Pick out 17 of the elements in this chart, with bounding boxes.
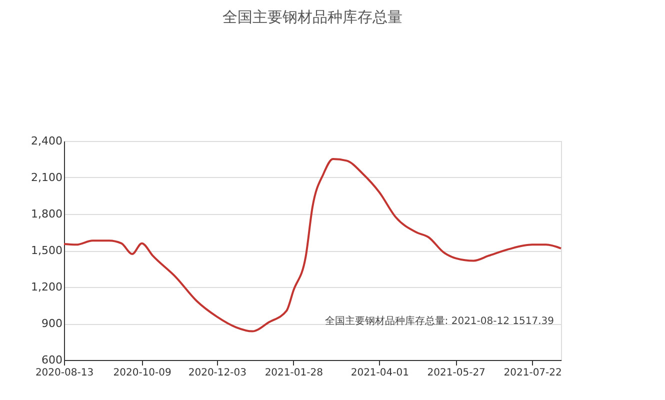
y-tick-label: 2,100: [31, 171, 62, 184]
x-tick-label: 2021-04-01: [350, 368, 409, 378]
x-tick-label: 2021-01-28: [264, 368, 323, 378]
line-series: [63, 158, 562, 332]
y-tick-label: 2,400: [31, 134, 62, 148]
y-tick-label: 600: [42, 354, 62, 366]
y-tick-label: 1,800: [31, 208, 62, 220]
y-tick-label: 1,200: [31, 280, 62, 294]
x-tick-label: 2021-07-22: [504, 368, 562, 378]
annotation: 全国主要钢材品种库存总量: 2021-08-12 1517.39: [324, 315, 554, 327]
chart-title: 全国主要钢材品种库存总量: [222, 8, 402, 26]
x-tick-label: 2020-12-03: [188, 368, 246, 378]
x-tick-label: 2020-10-09: [113, 368, 172, 378]
y-tick-label: 900: [42, 317, 62, 330]
y-tick-label: 1,500: [31, 244, 62, 257]
x-tick-label: 2020-08-13: [35, 368, 94, 378]
x-tick-label: 2021-05-27: [427, 368, 486, 378]
